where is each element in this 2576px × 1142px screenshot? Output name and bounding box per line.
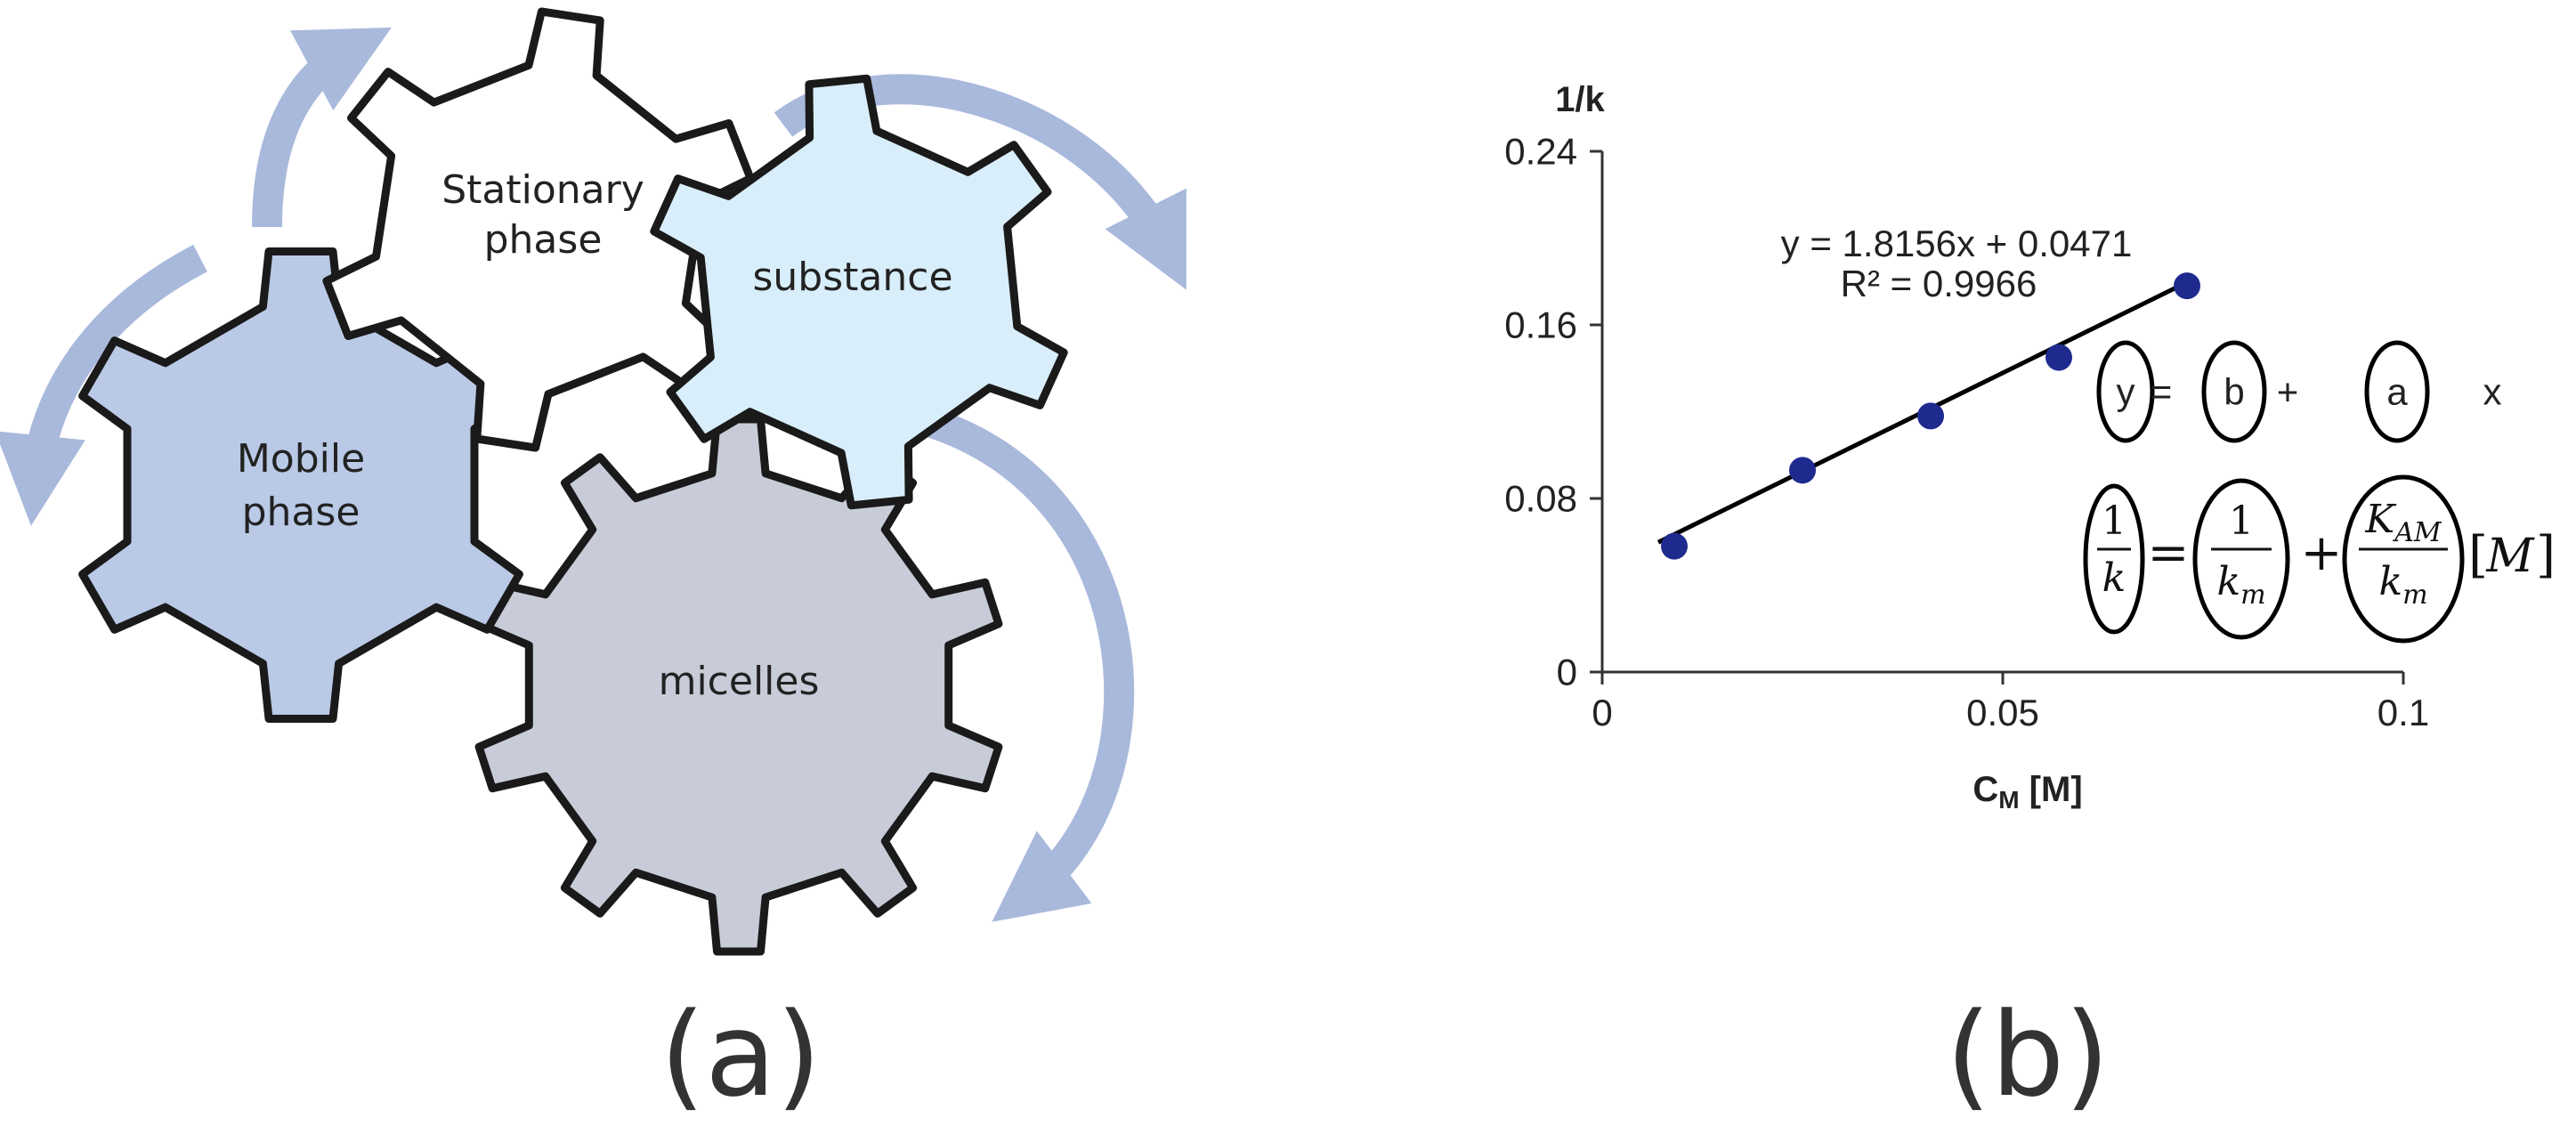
micelles-label: micelles [659,659,820,704]
data-point [2174,272,2200,300]
x-tick-label: 0 [1592,692,1612,733]
linear-b: b [2224,371,2244,413]
bracket-close: ] [2536,526,2556,584]
a-oval [2364,340,2430,443]
substance-label: substance [752,255,952,300]
x-axis-title: CM [M] [1973,770,2082,814]
frac3-num-sub: AM [2392,517,2442,548]
panel-a-label: (a) [660,987,821,1122]
regression-equation: y = 1.8156x + 0.0471 [1781,223,2133,264]
arrow-left [0,244,207,526]
linear-x: x [2483,371,2502,413]
frac2-num: 1 [2229,498,2254,544]
x-tick-label: 0.1 [2378,692,2429,733]
frac3-den-sub: m [2402,579,2427,611]
mobile-phase-gear [78,247,523,723]
data-point [1661,532,1688,560]
linear-plus: + [2277,371,2299,413]
kam-over-km-oval [2342,474,2465,644]
data-point [1917,402,1944,430]
y-oval [2096,340,2155,443]
bracket-open: [ [2468,526,2488,584]
y-tick-label: 0.24 [1504,131,1577,173]
regression-r2: R² = 0.9966 [1841,263,2037,304]
panel-a: Stationary phase substance Mobile phase … [0,7,1187,1122]
panel-b-label: (b) [1946,987,2110,1122]
frac2-den: km [2216,559,2265,611]
eq-sign: = [2148,524,2190,582]
x-axis-title-unit: [M] [2020,770,2083,809]
one-over-k-oval [2083,483,2145,635]
linear-eq: = [2151,371,2173,413]
y-tick-label: 0 [1557,652,1577,693]
linear-a: a [2386,371,2408,413]
frac2-den-sub: m [2240,579,2265,611]
mobile-label-line1: Mobile [237,436,365,482]
stationary-phase-gear [322,7,755,452]
frac3-num-k: K [2364,497,2396,542]
regression-chart: 0 0.08 0.16 0.24 0 0.05 0.1 1/k CM [M] y = 1.… [1504,80,2429,814]
plus-sign: + [2301,524,2343,582]
x-axis-title-sub: M [1998,786,2019,814]
mobile-label-line2: phase [242,490,360,535]
frac1-den: k [2102,555,2126,601]
stationary-label-line1: Stationary [441,167,644,213]
frac3-den-k: k [2378,559,2402,604]
stationary-label-line2: phase [484,217,603,263]
x-ticks: 0 0.05 0.1 [1592,672,2429,733]
arrow-top-left [252,27,392,228]
x-axis-title-main: C [1973,770,1998,809]
one-over-km-oval [2192,478,2290,640]
data-point [1789,457,1816,484]
y-tick-label: 0.16 [1504,304,1577,346]
y-tick-label: 0.08 [1504,478,1577,520]
substance-gear [650,74,1068,510]
frac2-den-k: k [2216,559,2240,604]
bracket-M: M [2485,530,2535,583]
x-tick-label: 0.05 [1966,692,2039,733]
linear-y: y [2117,371,2135,413]
langmuir-equation: 1 k = 1 km + KAM km [ M ] [2083,474,2556,644]
y-ticks: 0 0.08 0.16 0.24 [1504,131,1602,693]
linear-form: y = b + a x [2096,340,2502,443]
frac3-num: KAM [2364,497,2442,548]
arrow-right-long [912,403,1135,922]
frac3-den: km [2378,559,2427,611]
frac1-num: 1 [2102,498,2126,544]
b-oval [2201,340,2267,443]
panel-b: 00.080.160.24 0 0.05 0.1 1/k CM [M] y = 1.… [1504,80,2556,1122]
y-axis-title: 1/k [1555,80,1605,119]
data-points [1661,272,2200,560]
data-point [2045,344,2072,371]
